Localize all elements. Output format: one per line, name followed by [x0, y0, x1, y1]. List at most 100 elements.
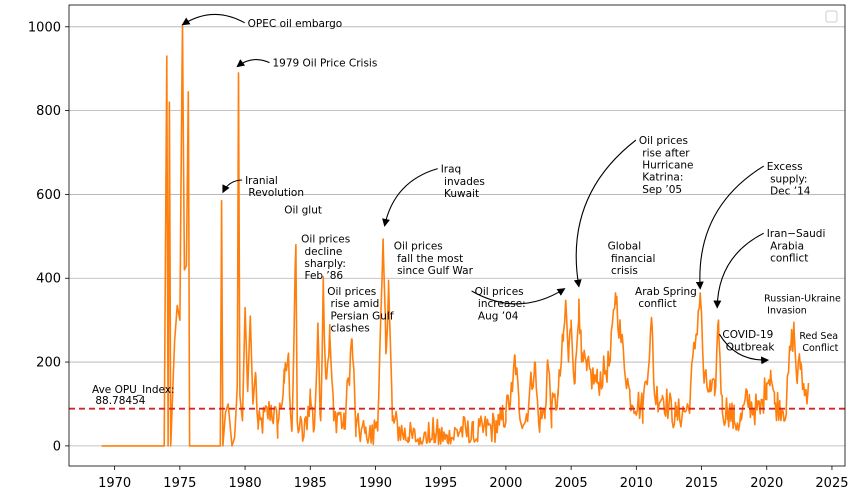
annotation-text: Arab Spring conflict	[635, 286, 697, 310]
annotation-text-line: Dec ’14	[767, 186, 811, 198]
annotation-text-line: Excess	[767, 161, 803, 173]
series-layer	[101, 23, 810, 447]
annotation-text-line: 1979 Oil Price Crisis	[272, 58, 377, 70]
annotation-text-line: crisis	[608, 265, 638, 277]
y-tick-label: 1000	[28, 20, 61, 35]
annotation-text: Oil prices increase: Aug ’04	[475, 286, 526, 322]
x-tick-label: 1975	[163, 476, 196, 491]
x-tick-label: 2000	[489, 476, 522, 491]
average-reference-label-line: 88.78454	[92, 395, 146, 407]
annotation-text-line: Aug ’04	[475, 310, 519, 322]
y-tick-label: 600	[36, 188, 61, 203]
axes: 0 200 400 600 800 1000 1970 1975 1980 1985 1990 199…	[28, 4, 849, 491]
y-tick-label: 800	[36, 104, 61, 119]
gridlines	[69, 26, 845, 447]
annotation-text-line: Russian-Ukraine	[764, 293, 841, 304]
x-tick-label: 2025	[815, 476, 848, 491]
y-tick-label: 0	[53, 439, 61, 454]
annotation-text-line: Katrina:	[639, 172, 683, 184]
annotation-arrow	[695, 165, 764, 290]
annotation-text-line: COVID-19	[722, 329, 773, 341]
annotation-arrow	[222, 179, 243, 194]
annotation-text-line: Invasion	[764, 305, 807, 316]
annotation-text-line: supply:	[767, 173, 808, 185]
annotation-text-line: Kuwait	[441, 188, 479, 200]
annotation-text-line: OPEC oil embargo	[248, 18, 343, 30]
annotation-text: COVID-19 Outbreak	[722, 329, 775, 353]
annotation-arrow	[471, 288, 566, 305]
annotation-text-line: Oil glut	[284, 204, 322, 216]
annotation-text-line: Iran−Saudi	[767, 228, 826, 240]
annotation-text-line: financial	[608, 253, 656, 265]
annotation-text-line: conflict	[767, 253, 809, 265]
annotation-text: Iraq invades Kuwait	[441, 164, 485, 200]
annotation-text-line: Iranial	[245, 175, 278, 187]
annotation-text-line: sharply:	[301, 258, 346, 270]
y-tick-label: 400	[36, 272, 61, 287]
annotation-text: Oil prices rise amid Persian Gulf clashe…	[327, 286, 394, 335]
annotation-text-line: Outbreak	[722, 341, 775, 353]
reference-line-layer: Ave OPU_Index: 88.78454	[69, 384, 845, 410]
annotation-arrow	[713, 232, 764, 309]
annotation-text-line: Oil prices	[639, 135, 688, 147]
annotation-text-line: clashes	[327, 323, 370, 335]
annotation-text: Iran−Saudi Arabia conflict	[767, 228, 826, 264]
annotation-text-line: Global	[608, 241, 642, 253]
annotation-text: Iranial Revolution	[245, 175, 304, 199]
annotation-arrow	[236, 59, 270, 68]
annotation-text: 1979 Oil Price Crisis	[272, 58, 377, 70]
annotation-text-line: Oil prices	[327, 286, 376, 298]
annotation-text-line: Oil prices	[475, 286, 524, 298]
annotation-text-line: invades	[441, 176, 485, 188]
annotation-text: Global financial crisis	[608, 241, 656, 277]
x-tick-label: 2005	[555, 476, 588, 491]
annotation-text: Red Sea Conflict	[799, 331, 838, 354]
annotation-text-line: rise amid	[327, 298, 379, 310]
average-reference-label-line: Ave OPU_Index:	[92, 384, 175, 396]
annotation-text-line: Arab Spring	[635, 286, 697, 298]
legend-box	[825, 10, 838, 23]
annotation-text-line: Oil prices	[301, 234, 350, 246]
plot-frame	[68, 4, 846, 467]
annotation-text: Excess supply: Dec ’14	[767, 161, 811, 197]
annotation-text: Russian-Ukraine Invasion	[764, 293, 841, 316]
annotation-text-line: rise after	[639, 147, 690, 159]
x-tick-label: 1995	[424, 476, 457, 491]
x-tick-label: 2020	[750, 476, 783, 491]
annotation-text-line: Red Sea	[799, 331, 838, 342]
annotation-text: Oil glut	[284, 204, 322, 216]
annotation-arrow	[181, 13, 245, 26]
annotation-text-line: Arabia	[767, 240, 804, 252]
annotation-text-line: increase:	[475, 298, 526, 310]
x-tick-label: 2015	[685, 476, 718, 491]
x-tick-label: 2010	[620, 476, 653, 491]
annotation-text: OPEC oil embargo	[248, 18, 343, 30]
annotation-text-line: Revolution	[245, 187, 304, 199]
annotation-arrow	[573, 139, 637, 288]
annotation-text: Oil prices fall the most since Gulf War	[394, 241, 474, 277]
annotation-text-line: since Gulf War	[394, 265, 474, 277]
average-reference-label: Ave OPU_Index: 88.78454	[92, 384, 175, 407]
annotation-text-line: Feb ’86	[301, 270, 343, 282]
annotation-text-line: Sep ’05	[639, 184, 682, 196]
annotation-text-line: decline	[301, 246, 342, 258]
opu-index-series-line	[101, 23, 810, 447]
annotation-text-line: Iraq	[441, 164, 462, 176]
annotation-text-line: Persian Gulf	[327, 310, 394, 322]
annotation-text: Oil prices rise after Hurricane Katrina:…	[639, 135, 694, 196]
annotation-text-line: Conflict	[799, 343, 838, 354]
annotation-layer: OPEC oil embargo 1979 Oil Price Crisis Ira…	[181, 13, 841, 365]
annotation-text-line: Hurricane	[639, 160, 694, 172]
x-tick-label: 1970	[98, 476, 131, 491]
annotation-text-line: conflict	[635, 298, 677, 310]
annotation-arrow	[718, 333, 770, 365]
annotation-text-line: fall the most	[394, 253, 463, 265]
annotation-arrow	[382, 168, 438, 227]
annotation-text-line: Oil prices	[394, 241, 443, 253]
x-tick-label: 1980	[229, 476, 262, 491]
x-tick-label: 1985	[294, 476, 327, 491]
y-tick-label: 200	[36, 356, 61, 371]
annotation-text: Oil prices decline sharply: Feb ’86	[301, 234, 350, 283]
